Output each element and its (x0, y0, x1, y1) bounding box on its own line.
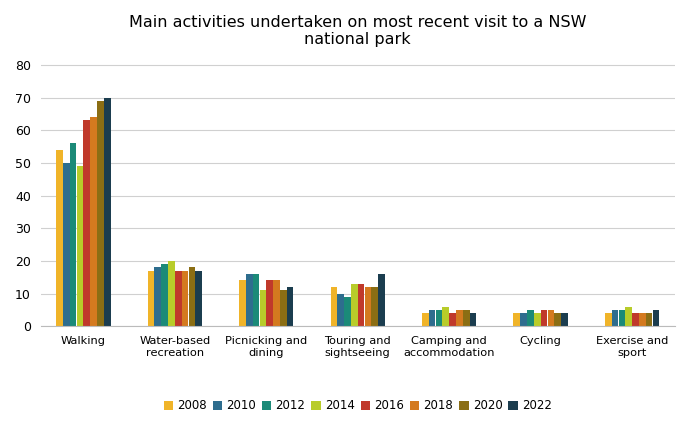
Bar (612, 310, 618, 326)
Bar (632, 313, 639, 326)
Bar (619, 310, 625, 326)
Bar (63, 163, 70, 326)
Bar (337, 293, 344, 326)
Bar (344, 297, 351, 326)
Bar (449, 313, 456, 326)
Bar (148, 271, 155, 326)
Bar (56, 150, 63, 326)
Bar (470, 313, 476, 326)
Bar (527, 310, 534, 326)
Bar (520, 313, 527, 326)
Bar (646, 313, 653, 326)
Bar (548, 310, 554, 326)
Bar (287, 287, 293, 326)
Title: Main activities undertaken on most recent visit to a NSW
national park: Main activities undertaken on most recen… (129, 15, 586, 47)
Bar (442, 307, 449, 326)
Bar (90, 117, 97, 326)
Bar (541, 310, 547, 326)
Bar (77, 166, 83, 326)
Bar (371, 287, 378, 326)
Bar (70, 143, 77, 326)
Bar (259, 290, 266, 326)
Bar (561, 313, 568, 326)
Bar (104, 98, 110, 326)
Bar (181, 271, 188, 326)
Bar (331, 287, 337, 326)
Bar (605, 313, 611, 326)
Bar (253, 274, 259, 326)
Bar (266, 281, 273, 326)
Bar (195, 271, 202, 326)
Bar (555, 313, 561, 326)
Bar (97, 101, 104, 326)
Bar (422, 313, 428, 326)
Bar (83, 120, 90, 326)
Bar (365, 287, 371, 326)
Bar (246, 274, 253, 326)
Bar (653, 310, 660, 326)
Bar (273, 281, 280, 326)
Bar (161, 264, 168, 326)
Legend: 2008, 2010, 2012, 2014, 2016, 2018, 2020, 2022: 2008, 2010, 2012, 2014, 2016, 2018, 2020… (164, 399, 552, 412)
Bar (351, 284, 357, 326)
Bar (280, 290, 286, 326)
Bar (239, 281, 246, 326)
Bar (378, 274, 385, 326)
Bar (168, 261, 175, 326)
Bar (155, 268, 161, 326)
Bar (534, 313, 540, 326)
Bar (435, 310, 442, 326)
Bar (513, 313, 520, 326)
Bar (358, 284, 364, 326)
Bar (639, 313, 646, 326)
Bar (625, 307, 632, 326)
Bar (175, 271, 181, 326)
Bar (188, 268, 195, 326)
Bar (456, 310, 463, 326)
Bar (463, 310, 470, 326)
Bar (429, 310, 435, 326)
